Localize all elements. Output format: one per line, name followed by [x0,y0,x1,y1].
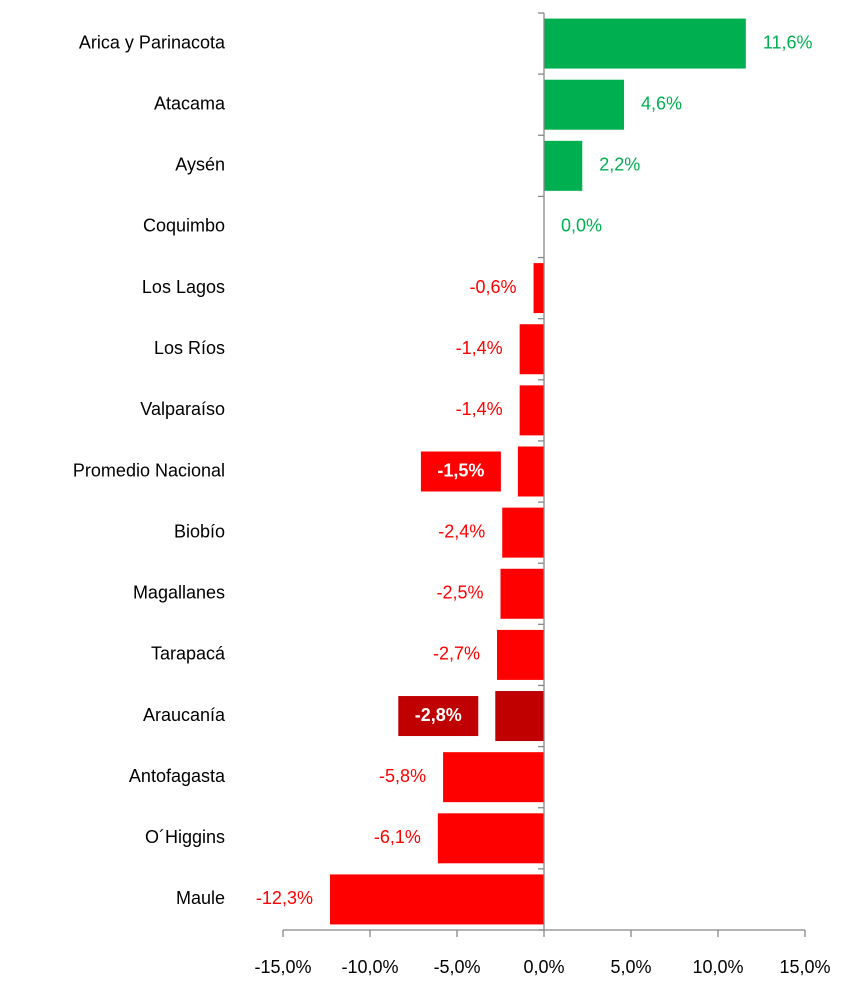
value-label: -6,1% [374,827,421,847]
x-tick-label: 0,0% [523,957,564,977]
bar [500,568,544,619]
category-label: Aysén [175,155,225,175]
bar [517,446,544,497]
value-label: -2,8% [415,705,462,725]
category-label: Los Lagos [142,277,225,297]
category-label: Valparaíso [140,399,225,419]
bar [443,752,544,803]
bar [544,79,625,130]
bar [495,691,544,742]
x-tick-label: 5,0% [610,957,651,977]
category-label: Los Ríos [154,338,225,358]
value-label: 4,6% [641,93,682,113]
category-label: Araucanía [143,705,226,725]
x-tick-label: 15,0% [779,957,830,977]
category-label: Promedio Nacional [73,460,225,480]
value-label: -2,7% [433,644,480,664]
value-label: -1,4% [456,338,503,358]
value-label-box [398,696,479,737]
bar [519,385,544,436]
bar [544,18,746,69]
category-label: Maule [176,888,225,908]
value-label: -1,4% [456,399,503,419]
category-label: Arica y Parinacota [79,32,226,52]
bar [329,874,544,925]
value-label: -0,6% [470,277,517,297]
bar [519,324,544,375]
value-label: -2,4% [438,521,485,541]
category-label: Biobío [174,521,225,541]
x-tick-label: -5,0% [433,957,480,977]
x-tick-label: 10,0% [692,957,743,977]
value-label: -12,3% [256,888,313,908]
bar [437,813,544,864]
value-label: -1,5% [437,460,484,480]
bar [502,507,544,558]
category-label: Antofagasta [129,766,226,786]
category-label: Atacama [154,93,226,113]
category-label: Tarapacá [151,644,226,664]
value-label: 0,0% [561,216,602,236]
bar [497,629,544,680]
x-tick-label: -15,0% [254,957,311,977]
category-label: Magallanes [133,583,225,603]
x-tick-label: -10,0% [341,957,398,977]
value-label: 2,2% [599,155,640,175]
category-label: Coquimbo [143,216,225,236]
value-label: -5,8% [379,766,426,786]
bar [533,263,544,314]
bar [544,140,583,191]
value-label: -2,5% [436,583,483,603]
value-label: 11,6% [763,32,813,52]
category-label: O´Higgins [145,827,225,847]
value-label-box [420,451,501,492]
